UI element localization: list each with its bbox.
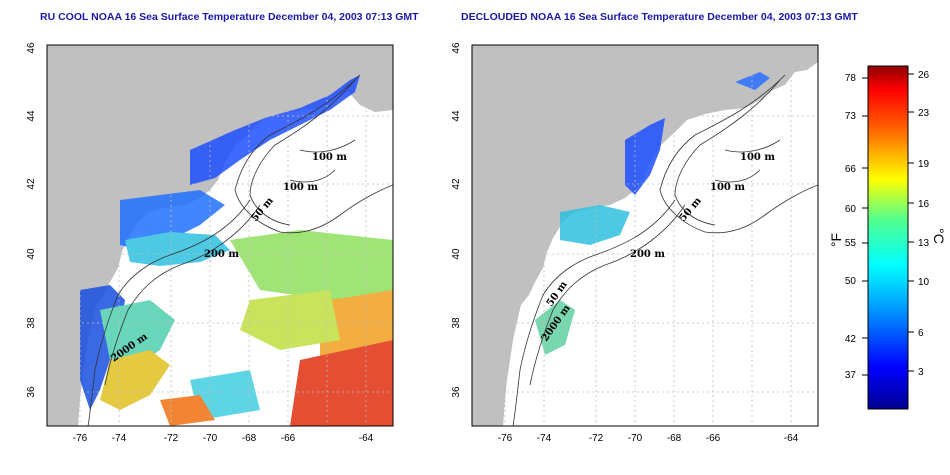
fahrenheit-tick: 50 [845, 276, 857, 287]
celsius-tick: 10 [918, 277, 930, 288]
fahrenheit-tick: 73 [845, 111, 857, 122]
fahrenheit-tick: 78 [845, 73, 857, 84]
contour-label: 100 m [283, 182, 318, 193]
lat-tick: 46 [451, 42, 462, 54]
land-mass [472, 45, 818, 426]
colorbar-gradient [867, 65, 909, 410]
lon-tick: -64 [784, 433, 799, 444]
lon-tick: -74 [112, 433, 127, 444]
celsius-tick: 6 [918, 328, 924, 339]
celsius-tick: 23 [918, 108, 930, 119]
fahrenheit-ticks: 78 73 66 60 55 50 42 37 [845, 73, 857, 381]
celsius-ticks: 26 23 19 16 13 10 6 3 [918, 70, 930, 378]
lat-tick: 44 [26, 110, 37, 122]
fahrenheit-tick: 60 [845, 204, 857, 215]
right-map-frame [471, 44, 819, 427]
celsius-tick: 16 [918, 199, 930, 210]
lon-tick: -64 [359, 433, 374, 444]
celsius-unit-label: °C [931, 228, 947, 244]
left-lat-ticks: 46 44 42 40 38 36 [26, 42, 37, 398]
lon-tick: -72 [164, 433, 179, 444]
celsius-tick: 26 [918, 70, 930, 81]
lon-tick: -76 [73, 433, 88, 444]
fahrenheit-tick: 37 [845, 370, 857, 381]
lat-tick: 36 [26, 386, 37, 398]
right-lon-ticks: -76 -74 -72 -70 -68 -66 -64 [498, 433, 799, 444]
colorbar: 78 73 66 60 55 50 42 37 26 23 19 16 13 1… [828, 65, 947, 410]
contour-label: 100 m [312, 152, 347, 163]
colorbar-tick-marks [862, 73, 914, 376]
lon-tick: -74 [537, 433, 552, 444]
land-mass [47, 45, 393, 426]
right-map-title: DECLOUDED NOAA 16 Sea Surface Temperatur… [461, 11, 858, 23]
lon-tick: -70 [628, 433, 643, 444]
grid-lines [47, 45, 393, 426]
celsius-tick: 3 [918, 367, 924, 378]
lat-tick: 46 [26, 42, 37, 54]
lat-tick: 38 [451, 317, 462, 329]
fahrenheit-tick: 66 [845, 164, 857, 175]
contour-label: 200 m [630, 249, 665, 260]
celsius-tick: 19 [918, 159, 930, 170]
lat-tick: 38 [26, 317, 37, 329]
lat-tick: 44 [451, 110, 462, 122]
left-lon-ticks: -76 -74 -72 -70 -68 -66 -64 [73, 433, 374, 444]
lon-tick: -68 [667, 433, 682, 444]
lat-tick: 42 [451, 178, 462, 190]
contour-label: 100 m [710, 182, 745, 193]
fahrenheit-tick: 42 [845, 334, 857, 345]
grid-lines [472, 45, 818, 426]
lon-tick: -68 [242, 433, 257, 444]
fahrenheit-tick: 55 [845, 238, 857, 249]
left-map: 100 m 100 m 50 m 200 m 2000 m -76 -74 -7… [26, 42, 394, 444]
left-map-title: RU COOL NOAA 16 Sea Surface Temperature … [40, 11, 419, 23]
contour-label: 100 m [740, 152, 775, 163]
right-lat-ticks: 46 44 42 40 38 36 [451, 42, 462, 398]
lon-tick: -76 [498, 433, 513, 444]
sst-data-swath [80, 75, 393, 426]
celsius-tick: 13 [918, 238, 930, 249]
lon-tick: -70 [203, 433, 218, 444]
lon-tick: -66 [706, 433, 721, 444]
bathymetry-contours [87, 74, 393, 426]
lat-tick: 40 [451, 248, 462, 260]
lat-tick: 36 [451, 386, 462, 398]
lon-tick: -72 [589, 433, 604, 444]
left-map-frame [46, 44, 394, 427]
lat-tick: 40 [26, 248, 37, 260]
contour-label: 200 m [204, 249, 239, 260]
lon-tick: -66 [281, 433, 296, 444]
right-map: 100 m 100 m 50 m 200 m 50 m 2000 m -76 -… [451, 42, 819, 444]
bathymetry-contours [512, 74, 818, 426]
lat-tick: 42 [26, 178, 37, 190]
fahrenheit-unit-label: °F [828, 233, 844, 247]
